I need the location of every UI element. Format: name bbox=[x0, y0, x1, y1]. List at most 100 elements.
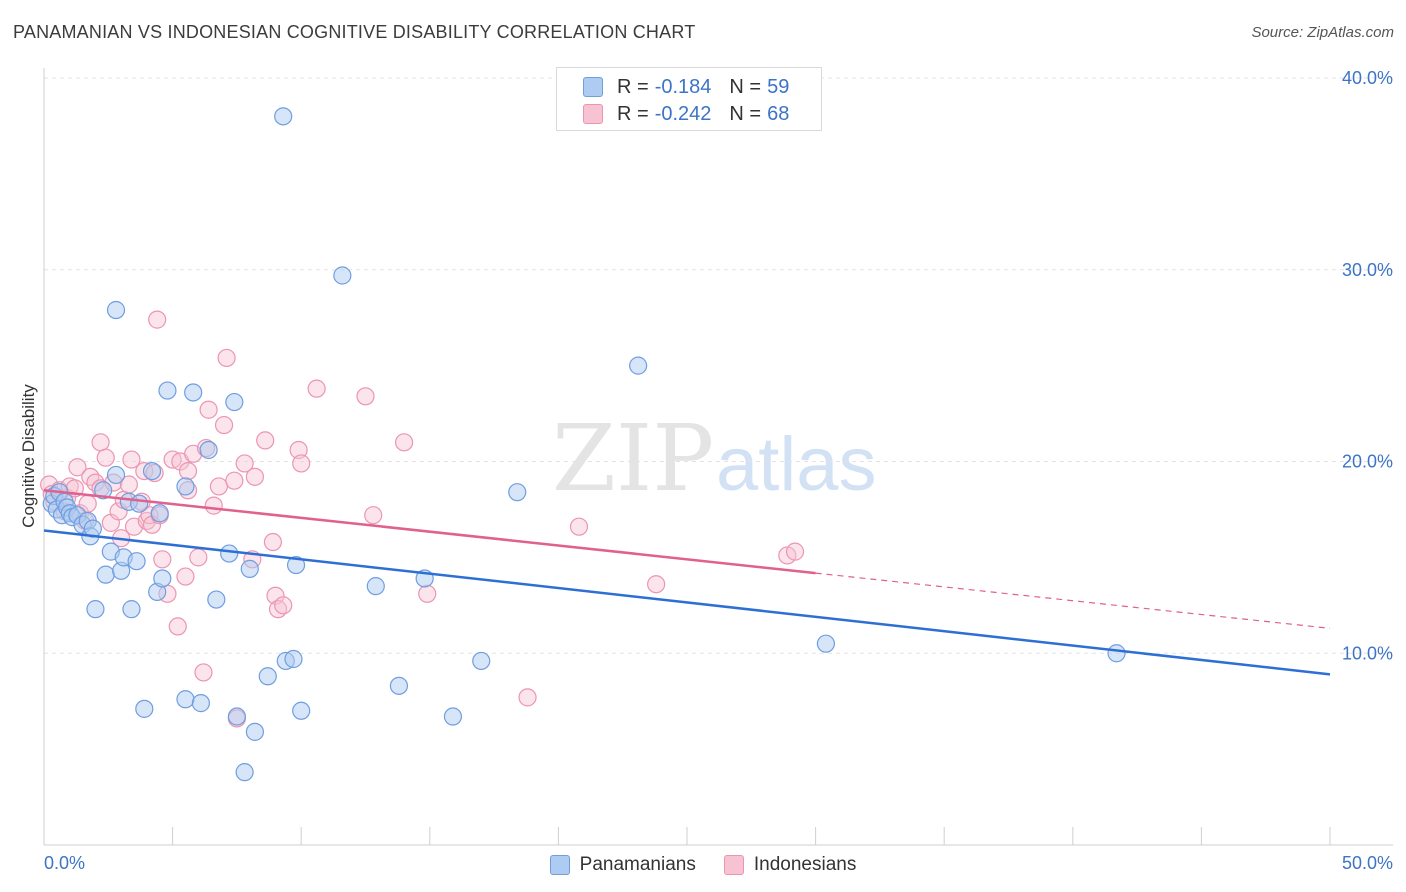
panamanians-point bbox=[130, 494, 149, 513]
indonesians-point bbox=[569, 517, 589, 536]
panamanians-point bbox=[150, 504, 169, 523]
legend-n-value: 59 bbox=[767, 75, 790, 98]
panamanians-point bbox=[389, 676, 409, 695]
series-swatch-blue bbox=[549, 855, 570, 875]
legend-n-label: N = bbox=[729, 75, 762, 98]
axis-layer bbox=[43, 68, 1393, 846]
legend-row-indonesians: R = -0.242 N = 68 bbox=[583, 101, 789, 127]
panamanians-point bbox=[135, 699, 154, 718]
panamanians-point bbox=[258, 667, 277, 686]
indonesians-point bbox=[199, 400, 218, 419]
legend-n-value: 68 bbox=[767, 102, 790, 125]
series-label-panamanians: Panamanians bbox=[579, 854, 696, 875]
indonesians-point bbox=[68, 458, 87, 477]
panamanians-point bbox=[106, 300, 126, 320]
panamanians-point bbox=[184, 383, 203, 402]
panamanians-point bbox=[472, 651, 491, 671]
indonesians-point bbox=[647, 575, 666, 594]
indonesians-trend-line bbox=[43, 489, 816, 575]
tick-labels: 10.0% 20.0% 30.0% 40.0% 0.0% 50.0% bbox=[44, 68, 1393, 873]
y-axis-label: Cognitive Disability bbox=[19, 384, 38, 528]
indonesians-point bbox=[189, 548, 208, 567]
indonesians-point bbox=[81, 467, 100, 486]
indonesians-point bbox=[274, 596, 293, 615]
series-legend-indonesians: Indonesians bbox=[723, 854, 856, 876]
indonesians-point bbox=[256, 431, 275, 450]
chart-source: Source: ZipAtlas.com bbox=[1251, 24, 1394, 41]
panamanians-point bbox=[153, 569, 172, 588]
indonesians-point bbox=[245, 467, 265, 486]
indonesians-point bbox=[122, 450, 141, 469]
panamanians-point bbox=[106, 465, 126, 485]
indonesians-point bbox=[209, 477, 228, 496]
legend-swatch-pink bbox=[583, 104, 603, 124]
panamanians-point bbox=[191, 694, 210, 713]
panamanians-point bbox=[142, 461, 162, 481]
series-swatch-pink bbox=[723, 855, 744, 875]
indonesians-point bbox=[289, 440, 308, 460]
indonesians-point bbox=[176, 567, 195, 586]
panamanians-point bbox=[96, 565, 115, 584]
watermark-atlas: atlas bbox=[716, 422, 877, 507]
panamanians-point bbox=[333, 266, 352, 285]
indonesians-point bbox=[168, 617, 187, 636]
indonesians-point bbox=[148, 310, 167, 329]
indonesians-point bbox=[194, 663, 213, 682]
indonesians-point bbox=[307, 379, 326, 398]
panamanians-point bbox=[629, 356, 648, 375]
series-legend-panamanians: Panamanians bbox=[549, 854, 696, 876]
panamanians-point bbox=[207, 590, 226, 609]
panamanians-point bbox=[86, 600, 105, 619]
indonesians-point bbox=[217, 348, 236, 368]
indonesians-point bbox=[235, 454, 254, 473]
panamanians-point bbox=[292, 701, 311, 720]
panamanians-point bbox=[235, 763, 254, 782]
indonesians-point bbox=[292, 454, 311, 473]
indonesians-trend-line-dashed bbox=[815, 572, 1331, 629]
indonesians-point bbox=[225, 471, 244, 490]
indonesians-point bbox=[91, 433, 110, 452]
panamanians-point bbox=[199, 440, 218, 460]
indonesians-point bbox=[518, 688, 537, 707]
legend-r-label: R = bbox=[617, 75, 649, 98]
panamanians-point bbox=[158, 381, 177, 400]
indonesians-point bbox=[356, 387, 375, 406]
trend-lines bbox=[43, 489, 1331, 676]
legend-r-value: -0.242 bbox=[654, 102, 712, 125]
indonesians-point bbox=[364, 506, 383, 525]
chart-title: PANAMANIAN VS INDONESIAN COGNITIVE DISAB… bbox=[13, 22, 696, 42]
panamanians-point bbox=[366, 577, 385, 596]
indonesians-point bbox=[266, 586, 285, 605]
panamanians-point bbox=[94, 481, 113, 500]
y-tick-label: 40.0% bbox=[1342, 68, 1393, 88]
panamanians-point bbox=[1107, 644, 1126, 663]
legend-r-value: -0.184 bbox=[654, 75, 712, 98]
y-tick-label: 20.0% bbox=[1342, 452, 1393, 472]
indonesians-point bbox=[214, 415, 234, 435]
series-legend: Panamanians Indonesians bbox=[0, 852, 1406, 878]
watermark-zip: ZIP bbox=[552, 405, 714, 512]
panamanians-point bbox=[176, 477, 195, 496]
indonesians-point bbox=[204, 496, 223, 515]
panamanians-point bbox=[286, 555, 306, 575]
x-tick-label: 50.0% bbox=[1342, 853, 1393, 873]
indonesians-point bbox=[785, 542, 805, 561]
panamanians-point bbox=[274, 107, 293, 126]
indonesians-point bbox=[418, 584, 437, 603]
panamanians-point bbox=[220, 544, 239, 563]
legend-r-label: R = bbox=[617, 102, 649, 125]
indonesians-point bbox=[96, 448, 115, 467]
indonesians-point bbox=[263, 532, 283, 552]
panamanians-point bbox=[122, 600, 141, 619]
panamanians-point bbox=[225, 392, 244, 412]
panamanians-point bbox=[127, 552, 146, 571]
panamanians-point bbox=[443, 707, 463, 726]
panamanians-point bbox=[508, 483, 527, 502]
panamanians-point bbox=[227, 707, 246, 726]
indonesians-point bbox=[153, 550, 172, 569]
legend-row-panamanians: R = -0.184 N = 59 bbox=[583, 74, 789, 100]
panamanians-point bbox=[240, 559, 259, 578]
y-tick-label: 10.0% bbox=[1342, 643, 1393, 663]
panamanians-point bbox=[245, 722, 265, 741]
